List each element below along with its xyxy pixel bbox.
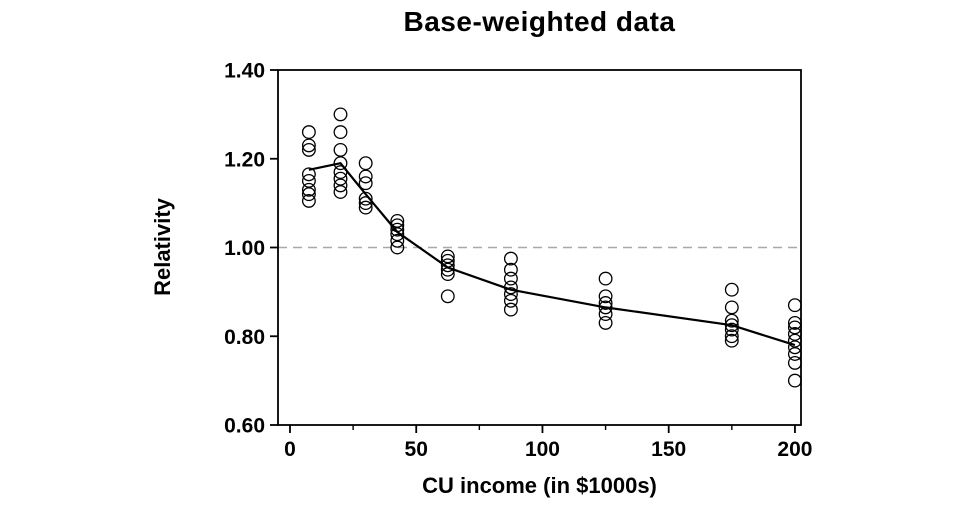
data-point [333,178,348,193]
data-point [440,267,455,282]
data-point [724,322,739,337]
data-point [598,307,613,322]
x-tick-label: 150 [651,438,686,461]
data-point [358,196,373,211]
data-point [390,240,405,255]
data-point [503,293,518,308]
data-point [333,125,348,140]
data-point [440,258,455,273]
data-point [787,355,802,370]
trend-line [308,161,796,347]
data-point [440,249,455,264]
data-point [301,142,316,157]
data-point [787,298,802,313]
data-point [358,191,373,206]
data-point [598,315,613,330]
chart-title: Base-weighted data [403,6,676,37]
data-point [333,142,348,157]
data-point [333,165,348,180]
data-point [301,138,316,153]
data-point [301,167,316,182]
data-point [301,182,316,197]
y-tick-label: 1.40 [224,60,265,83]
x-axis-label: CU income (in $1000s) [422,473,657,498]
y-tick-label: 0.60 [224,415,265,438]
data-point [390,213,405,228]
data-point [390,233,405,248]
data-point [503,287,518,302]
data-point [787,373,802,388]
data-point [358,169,373,184]
data-point [358,200,373,215]
data-point [503,262,518,277]
data-point [503,271,518,286]
data-point [301,193,316,208]
data-point [440,262,455,277]
data-point [503,280,518,295]
data-point [440,253,455,268]
data-point [724,313,739,328]
data-point [598,289,613,304]
data-point [724,318,739,333]
y-tick-label: 0.80 [224,326,265,349]
data-point [301,187,316,202]
data-point [503,251,518,266]
data-point [358,176,373,191]
data-point [724,300,739,315]
data-point [333,107,348,122]
data-point [390,218,405,233]
data-point [301,125,316,140]
data-point [598,271,613,286]
x-tick-label: 200 [777,438,812,461]
data-point [598,300,613,315]
data-point [390,222,405,237]
x-tick-label: 0 [284,438,296,461]
data-point [724,282,739,297]
data-point [333,171,348,186]
data-point [333,156,348,171]
data-point [390,227,405,242]
y-tick-label: 1.20 [224,148,265,171]
data-point [503,302,518,317]
x-tick-label: 50 [405,438,428,461]
data-point [301,173,316,188]
data-point [440,289,455,304]
data-point [333,185,348,199]
data-point [724,333,739,348]
y-tick-label: 1.00 [224,237,265,260]
x-tick-label: 100 [525,438,560,461]
data-point [724,329,739,344]
data-point [358,156,373,171]
data-point [598,296,613,310]
